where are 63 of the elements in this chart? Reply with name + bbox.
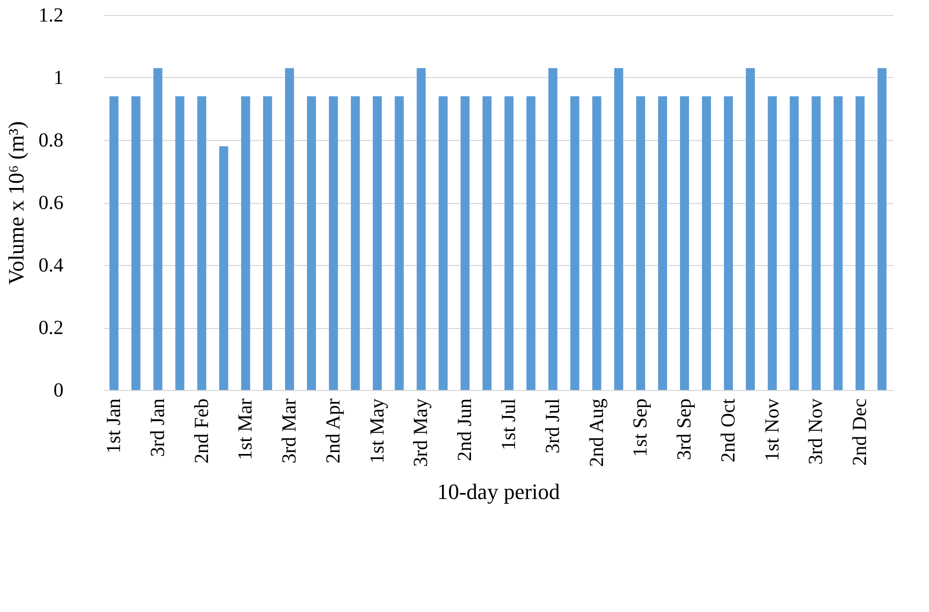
bar bbox=[416, 68, 426, 390]
x-tick-label: 1st Sep bbox=[630, 398, 652, 457]
x-tick-label: 3rd Jul bbox=[542, 398, 564, 454]
bar bbox=[460, 96, 470, 390]
bar bbox=[570, 96, 580, 390]
bar bbox=[702, 96, 711, 390]
bar bbox=[768, 96, 777, 390]
x-tick-label: 2nd Aug bbox=[586, 398, 608, 467]
bar bbox=[834, 96, 843, 390]
y-tick-label: 0 bbox=[54, 380, 64, 402]
bar bbox=[131, 96, 140, 390]
bar bbox=[592, 96, 602, 390]
y-tick-label: 1 bbox=[54, 67, 64, 89]
bar bbox=[153, 68, 162, 390]
x-tick-label: 3rd Jan bbox=[146, 398, 169, 457]
x-tick-label: 1st Nov bbox=[761, 398, 784, 462]
bar bbox=[350, 96, 360, 390]
bar bbox=[241, 96, 250, 390]
bar bbox=[856, 96, 865, 390]
x-tick-label: 3rd Mar bbox=[278, 398, 301, 464]
bar bbox=[790, 96, 799, 390]
y-tick-label: 0.8 bbox=[38, 130, 64, 152]
x-tick-label: 1st Mar bbox=[234, 398, 257, 460]
y-tick-label: 0.2 bbox=[38, 317, 64, 339]
bar bbox=[680, 96, 690, 390]
bar bbox=[263, 96, 272, 390]
bar bbox=[482, 96, 492, 390]
bar bbox=[526, 96, 536, 390]
bar bbox=[372, 96, 382, 390]
bar bbox=[394, 96, 404, 390]
x-tick-label: 2nd Oct bbox=[717, 398, 740, 462]
bar bbox=[504, 96, 514, 390]
x-tick-label: 3rd May bbox=[410, 398, 432, 467]
x-tick-label: 3rd Nov bbox=[805, 398, 828, 465]
x-tick-label: 2nd Feb bbox=[190, 398, 213, 464]
bar bbox=[724, 96, 733, 390]
bar bbox=[878, 68, 887, 390]
bar bbox=[306, 96, 316, 390]
x-tick-label: 2nd Jun bbox=[454, 398, 476, 462]
x-tick-label: 1st Jan bbox=[102, 398, 125, 454]
y-tick-label: 0.6 bbox=[38, 192, 64, 214]
bar bbox=[636, 96, 646, 390]
bar bbox=[197, 96, 206, 390]
bar bbox=[175, 96, 184, 390]
bar bbox=[219, 146, 228, 390]
x-tick-label: 2nd Apr bbox=[322, 398, 344, 464]
x-tick-label: 2nd Dec bbox=[849, 398, 872, 466]
x-tick-label: 1st May bbox=[366, 398, 388, 464]
bar bbox=[109, 96, 118, 390]
bar bbox=[614, 68, 624, 390]
y-axis-title: Volume x 10⁶ (m³) bbox=[4, 121, 28, 285]
bar bbox=[285, 68, 294, 390]
y-tick-label: 1.2 bbox=[38, 4, 64, 26]
bar bbox=[812, 96, 821, 390]
y-tick-label: 0.4 bbox=[38, 254, 64, 276]
bar bbox=[658, 96, 668, 390]
bar bbox=[548, 68, 558, 390]
bar bbox=[328, 96, 338, 390]
x-tick-label: 1st Jul bbox=[498, 398, 520, 450]
bar bbox=[438, 96, 448, 390]
bar bbox=[746, 68, 755, 390]
x-axis-title: 10-day period bbox=[437, 478, 560, 504]
x-tick-label: 3rd Sep bbox=[674, 398, 696, 460]
